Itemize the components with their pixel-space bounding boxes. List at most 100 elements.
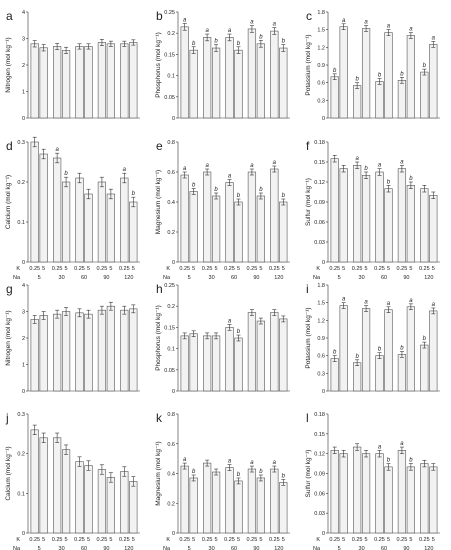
bar	[429, 466, 438, 534]
x-na-label: Na	[313, 275, 321, 281]
x-tick-label-k: 5	[365, 537, 368, 543]
x-tick-label-k: 5	[365, 266, 368, 272]
bar	[106, 43, 115, 119]
x-tick-label-k: 5	[132, 266, 135, 272]
bar	[384, 188, 393, 263]
x-tick-label-k: 0.25	[247, 537, 258, 543]
significance-label: b	[387, 179, 391, 185]
y-tick-label: 2	[22, 336, 25, 342]
bar	[84, 465, 93, 534]
y-tick-label: 0.12	[314, 180, 325, 186]
bar	[225, 182, 234, 263]
bar	[106, 305, 115, 392]
significance-label: a	[364, 300, 368, 306]
x-tick-label-k: 0.25	[374, 266, 385, 272]
x-tick-label-k: 0.25	[419, 266, 430, 272]
panel-label: g	[6, 282, 13, 296]
bar	[256, 43, 265, 119]
panel-label: l	[306, 411, 309, 425]
bar	[384, 309, 393, 392]
y-axis-label: Magnesium (mol kg⁻¹)	[155, 441, 162, 505]
x-tick-label-k: 0.25	[119, 266, 130, 272]
significance-label: a	[342, 297, 346, 303]
y-tick-label: 0.09	[314, 472, 325, 478]
bar	[75, 312, 84, 392]
bar	[279, 201, 288, 263]
bar	[256, 195, 265, 263]
y-tick-label: 1.8	[317, 283, 325, 289]
bar	[406, 185, 415, 263]
bar	[429, 195, 438, 263]
bar	[203, 335, 212, 392]
significance-label: a	[400, 441, 404, 447]
bar	[234, 49, 243, 119]
significance-label: a	[250, 20, 254, 26]
panel-label: h	[156, 282, 163, 296]
x-tick-label-k: 0.25	[397, 266, 408, 272]
y-tick-label: 0.6	[317, 354, 325, 360]
x-tick-label-na: 5	[38, 275, 41, 281]
x-tick-label-k: 0.25	[119, 537, 130, 543]
bar	[61, 181, 71, 263]
bar	[211, 335, 221, 392]
bar	[39, 47, 48, 119]
bar	[30, 319, 39, 392]
significance-label: a	[228, 174, 232, 180]
panel-label: i	[306, 282, 309, 296]
bar	[106, 477, 115, 534]
x-k-label: K	[166, 537, 170, 543]
bar	[339, 305, 348, 392]
x-tick-label-na: 30	[209, 546, 215, 550]
y-tick-label: 0	[322, 389, 325, 395]
panel-label: f	[306, 139, 310, 153]
bar	[120, 177, 129, 263]
x-tick-label-k: 5	[109, 537, 112, 543]
panel-label: d	[6, 139, 13, 153]
x-tick-label-na: 30	[209, 275, 215, 281]
x-tick-label-k: 5	[409, 537, 412, 543]
y-tick-label: 0.1	[17, 491, 25, 497]
bar	[53, 437, 62, 534]
bar	[384, 32, 393, 119]
bar	[420, 344, 429, 392]
x-k-label: K	[316, 266, 320, 272]
significance-label: b	[64, 171, 68, 177]
x-tick-label-k: 0.25	[74, 537, 85, 543]
significance-label: a	[183, 166, 187, 172]
bar	[330, 450, 339, 534]
y-tick-label: 0.6	[167, 170, 175, 176]
bar	[106, 193, 115, 263]
significance-label: b	[423, 63, 427, 69]
y-tick-label: 0	[172, 531, 175, 537]
significance-label: b	[259, 469, 263, 475]
bar	[279, 318, 288, 392]
bar	[234, 337, 243, 392]
significance-label: a	[123, 167, 127, 173]
bar	[339, 168, 348, 263]
bar	[189, 191, 198, 263]
x-tick-label-k: 0.25	[419, 537, 430, 543]
y-tick-label: 0.4	[167, 200, 175, 206]
x-tick-label-k: 0.25	[29, 537, 40, 543]
x-tick-label-k: 5	[387, 266, 390, 272]
significance-label: a	[250, 460, 254, 466]
bar	[339, 453, 348, 534]
x-k-label: K	[166, 266, 170, 272]
y-axis-label: Potassium (mol kg⁻¹)	[305, 307, 312, 368]
y-tick-label: 0.6	[167, 442, 175, 448]
x-na-label: Na	[13, 275, 21, 281]
x-tick-label-k: 5	[432, 537, 435, 543]
bar	[375, 453, 384, 534]
bar	[406, 306, 415, 392]
significance-label: b	[214, 187, 218, 193]
bar	[420, 463, 429, 534]
bar	[270, 468, 279, 534]
bar	[270, 312, 279, 392]
bar	[61, 449, 71, 534]
y-tick-label: 0	[322, 531, 325, 537]
significance-label: b	[259, 187, 263, 193]
significance-label: b	[333, 68, 337, 74]
significance-label: b	[192, 183, 196, 189]
x-tick-label-k: 0.25	[179, 266, 190, 272]
x-tick-label-k: 0.25	[374, 537, 385, 543]
